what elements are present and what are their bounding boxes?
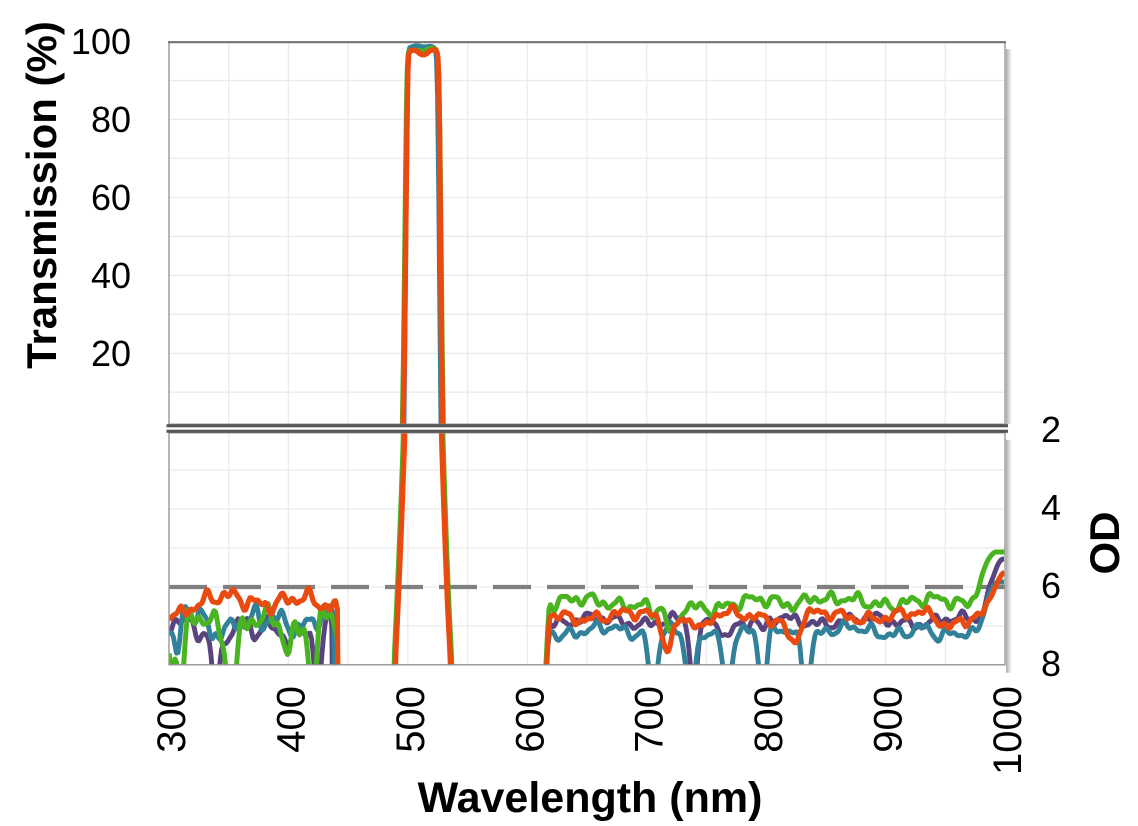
svg-text:80: 80 xyxy=(91,99,131,140)
svg-text:300: 300 xyxy=(150,686,194,753)
svg-text:OD: OD xyxy=(1081,512,1128,575)
svg-text:900: 900 xyxy=(867,686,911,753)
svg-text:6: 6 xyxy=(1041,565,1061,606)
svg-text:Wavelength (nm): Wavelength (nm) xyxy=(418,774,763,822)
svg-text:100: 100 xyxy=(71,21,131,62)
svg-text:500: 500 xyxy=(389,686,433,753)
svg-text:8: 8 xyxy=(1041,643,1061,684)
svg-text:400: 400 xyxy=(269,686,313,753)
svg-text:600: 600 xyxy=(508,686,552,753)
svg-text:4: 4 xyxy=(1041,487,1061,528)
svg-text:Transmission (%): Transmission (%) xyxy=(18,21,65,369)
svg-text:1000: 1000 xyxy=(986,686,1030,775)
svg-text:2: 2 xyxy=(1041,409,1061,450)
svg-text:700: 700 xyxy=(628,686,672,753)
svg-text:40: 40 xyxy=(91,255,131,296)
svg-text:60: 60 xyxy=(91,177,131,218)
svg-text:20: 20 xyxy=(91,333,131,374)
svg-text:800: 800 xyxy=(747,686,791,753)
